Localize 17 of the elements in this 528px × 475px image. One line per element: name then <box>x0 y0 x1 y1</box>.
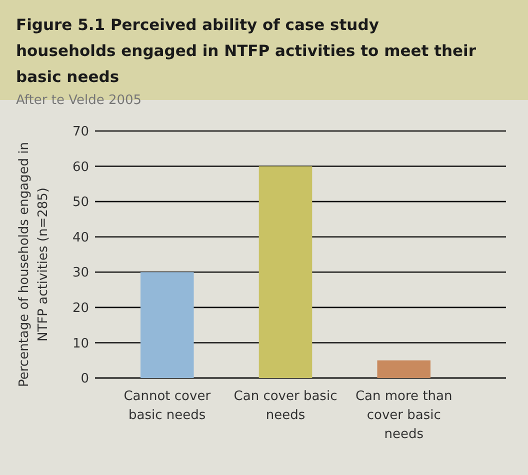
chart-subtitle: After te Velde 2005 <box>16 93 142 108</box>
y-tick-label: 70 <box>72 124 89 140</box>
y-tick-label: 20 <box>72 300 89 316</box>
y-tick-label: 0 <box>80 372 89 387</box>
y-axis-title: Percentage of households engaged in NTFP activities (n=285) <box>17 142 51 388</box>
y-tick-label: 10 <box>72 336 89 352</box>
x-tick-label: Cannot cover basic needs <box>124 389 212 423</box>
bar <box>377 360 430 378</box>
y-tick-label: 60 <box>72 160 89 175</box>
bar <box>140 272 194 378</box>
x-tick-label: Can cover basic needs <box>234 389 338 423</box>
y-tick-label: 40 <box>72 230 89 246</box>
bar <box>258 166 312 378</box>
x-tick-label: Can more than cover basic needs <box>355 389 452 442</box>
y-tick-label: 30 <box>72 266 89 281</box>
chart-title: Figure 5.1 Perceived ability of case study households engaged in NTFP activities to meet their basic needs <box>16 16 476 86</box>
y-tick-label: 50 <box>72 195 89 210</box>
